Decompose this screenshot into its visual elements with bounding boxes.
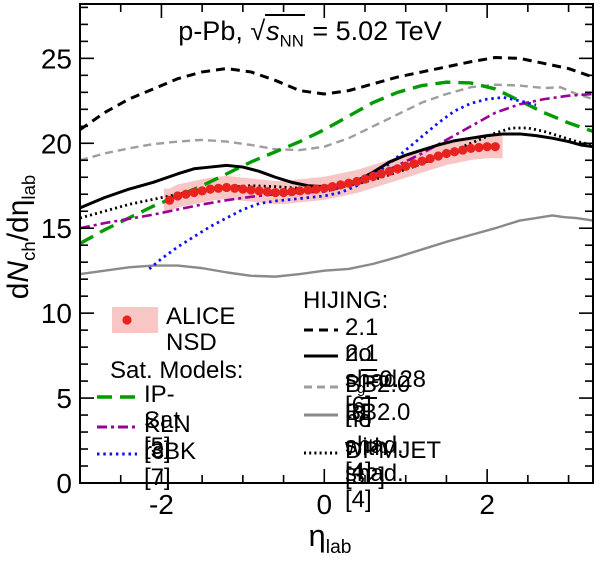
alice-data-point xyxy=(230,183,240,193)
alice-data-point xyxy=(392,164,403,174)
legend-sat-models-header: Sat. Models: xyxy=(110,357,244,384)
alice-data-point xyxy=(238,184,248,194)
alice-data-point xyxy=(205,184,215,194)
plot-frame xyxy=(79,3,594,484)
kln-line-sample xyxy=(97,425,137,429)
rcbk-line-sample xyxy=(97,452,137,456)
ipsat-line-sample xyxy=(97,395,137,399)
alice-data-point xyxy=(352,176,362,187)
y-axis-title: dNch/dηlab xyxy=(2,174,39,300)
legend-label: ALICE NSD xyxy=(166,303,236,356)
systematic-band-sample xyxy=(112,307,158,333)
alice-data-point xyxy=(295,186,305,196)
hijing21-noshad-line-sample xyxy=(304,328,338,332)
alice-data-point xyxy=(164,195,175,205)
legend-label: DPMJET [32] xyxy=(345,437,441,490)
curve-hijing21-noshad xyxy=(80,56,593,131)
legend-label: IP-Sat [5] xyxy=(144,381,181,460)
y-tick-label: 5 xyxy=(56,383,72,414)
x-tick-label: -2 xyxy=(149,489,174,520)
alice-data-point xyxy=(303,185,313,195)
legend-label: BB2.0 with shad. [4] xyxy=(345,399,411,513)
curve-kln xyxy=(80,92,593,230)
legend-label: rcBK [7] xyxy=(144,438,197,491)
alice-data-point xyxy=(287,187,297,197)
alice-data-point xyxy=(401,161,411,171)
legend-hijing-header: HIJING: xyxy=(303,287,389,314)
legend-label: BB2.0 no shad. [4] xyxy=(345,371,411,485)
alice-data-point xyxy=(311,184,321,194)
bb20-withshad-line-sample xyxy=(304,413,338,417)
alice-data-point xyxy=(474,142,484,153)
alice-data-point xyxy=(270,187,281,198)
legend-label: 2.1 no shad. [6] xyxy=(345,314,404,419)
alice-data-point xyxy=(344,178,354,188)
x-tick-label: 0 xyxy=(316,489,332,520)
alice-data-point xyxy=(262,187,272,197)
alice-data-point xyxy=(458,145,468,155)
legend-label: KLN [3] xyxy=(144,411,191,464)
alice-data-point xyxy=(384,166,395,176)
alice-data-point xyxy=(482,142,492,152)
curves-group xyxy=(80,56,593,278)
bb20-noshad-line-sample xyxy=(304,385,338,389)
y-tick-label: 10 xyxy=(41,298,72,329)
alice-data-point xyxy=(319,183,329,193)
alice-data-point xyxy=(221,182,232,193)
curve-bb20-withshad xyxy=(80,214,593,278)
curve-ipsat xyxy=(80,80,593,245)
dpmjet-line-sample xyxy=(304,451,338,455)
sqrt-symbol: √ xyxy=(250,16,266,46)
legend-label: 2.1 sg=0.28 [6] xyxy=(345,340,427,428)
alice-data-point xyxy=(441,148,452,159)
alice-data-point xyxy=(449,147,460,157)
y-tick-label: 20 xyxy=(41,128,72,159)
alice-data-point xyxy=(213,183,224,193)
alice-data-point xyxy=(197,186,207,196)
alice-data-point xyxy=(433,151,443,161)
chart-title: p-Pb, √sNN = 5.02 TeV xyxy=(178,14,442,51)
alice-data-point xyxy=(376,169,386,179)
axis-ticks xyxy=(80,4,593,484)
alice-band-swatch xyxy=(112,307,158,333)
alice-data-point xyxy=(368,171,378,182)
y-tick-label: 15 xyxy=(41,213,72,244)
alice-data-point xyxy=(327,181,338,192)
alice-data-point xyxy=(181,189,191,199)
hijing21-sg-line-sample xyxy=(304,354,338,358)
alice-data-point xyxy=(254,186,264,196)
alice-data-point xyxy=(466,143,476,153)
alice-data-point xyxy=(490,142,500,152)
alice-data-point xyxy=(173,191,183,201)
alice-data-point xyxy=(417,156,427,166)
y-tick-label: 0 xyxy=(56,468,72,499)
x-tick-label: 2 xyxy=(479,489,495,520)
alice-data-point xyxy=(278,187,289,198)
x-axis-title: ηlab xyxy=(308,518,352,559)
alice-data-point xyxy=(409,159,419,169)
curve-dpmjet xyxy=(80,126,593,220)
alice-data-point xyxy=(335,180,346,190)
alice-data-point xyxy=(246,185,256,195)
y-tick-label: 25 xyxy=(41,43,72,74)
data-point-sample xyxy=(122,315,132,325)
curve-bb20-noshad xyxy=(80,83,593,162)
alice-data-point xyxy=(360,174,370,184)
alice-systematic-band xyxy=(163,135,503,212)
alice-data-point xyxy=(425,153,435,164)
alice-data-point xyxy=(189,187,199,198)
